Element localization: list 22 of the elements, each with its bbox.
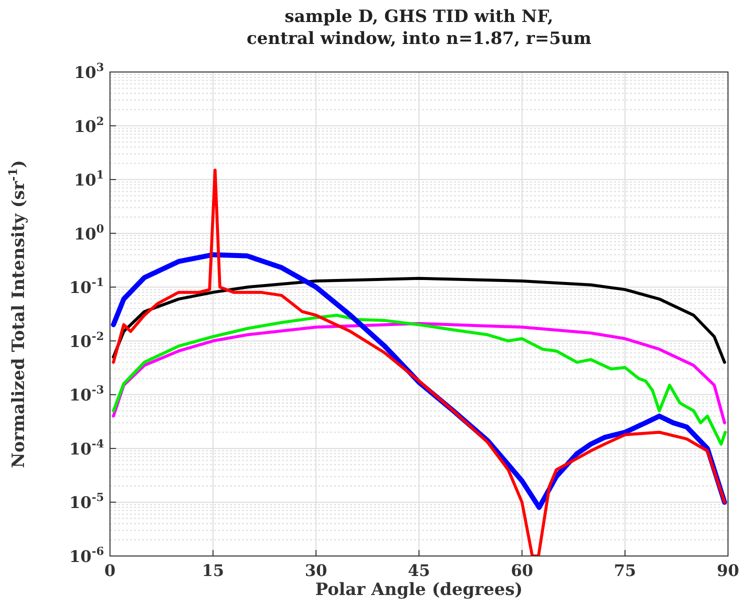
line-series	[112, 168, 726, 556]
x-tick-label: 90	[716, 561, 740, 580]
y-tick-label: 10$^{-4}$	[69, 436, 104, 458]
y-tick-label: 10$^{-5}$	[69, 490, 104, 512]
x-tick-label: 60	[510, 561, 534, 580]
y-tick-label: 10$^{-2}$	[69, 328, 104, 351]
y-tick-label: 10$^{2}$	[74, 114, 104, 136]
line-series	[112, 314, 727, 446]
y-tick-label: 10$^{-3}$	[69, 382, 104, 405]
y-tick-label: 10$^{0}$	[74, 221, 104, 244]
x-tick-label: 75	[614, 561, 636, 580]
x-tick-label: 45	[408, 561, 430, 580]
y-tick-label: 10$^{3}$	[74, 60, 104, 82]
y-tick-label: 10$^{1}$	[74, 168, 104, 190]
x-tick-label: 15	[202, 561, 224, 580]
y-tick-label: 10$^{-1}$	[69, 275, 104, 298]
chart-title: sample D, GHS TID with NF, central window, into n=1.87, r=5um	[246, 7, 592, 49]
x-tick-label: 30	[304, 561, 328, 580]
line-series	[112, 276, 726, 364]
x-tick-label: 0	[104, 561, 116, 580]
x-axis-title: Polar Angle (degrees)	[315, 580, 523, 600]
y-tick-label: 10$^{-6}$	[69, 544, 104, 566]
